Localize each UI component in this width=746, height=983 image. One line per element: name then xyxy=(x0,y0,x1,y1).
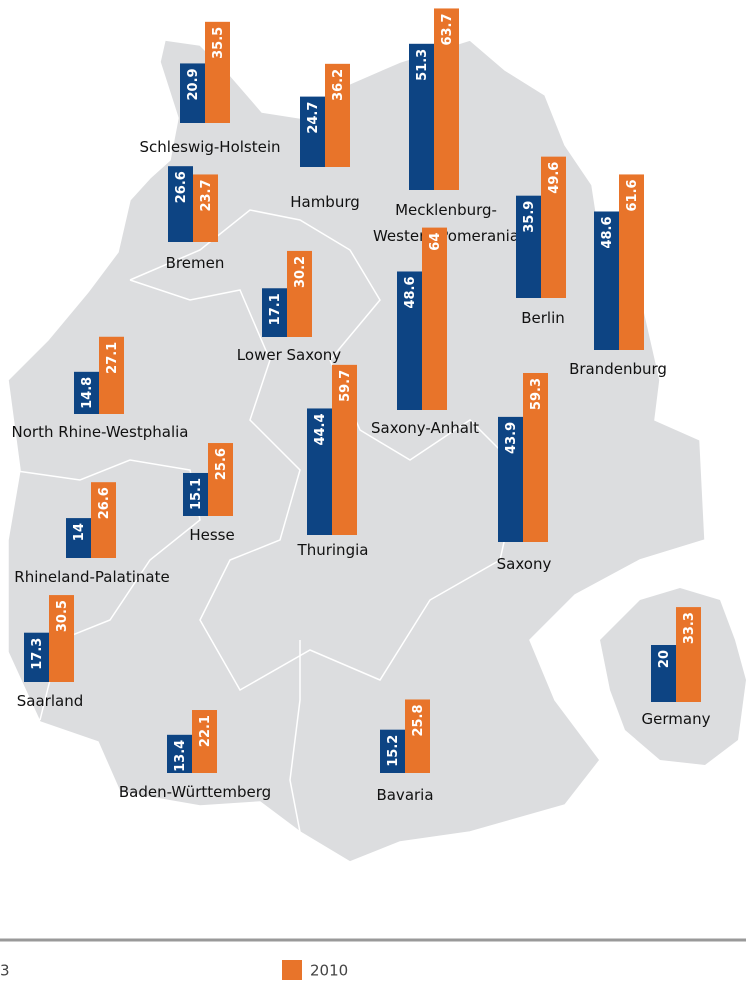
bar xyxy=(168,166,193,242)
bar-value: 26.6 xyxy=(97,487,112,519)
bar xyxy=(300,96,325,167)
bar-value: 35.9 xyxy=(522,201,537,233)
bar-value: 14.8 xyxy=(80,377,95,409)
bar xyxy=(380,729,405,773)
bar-value: 25.6 xyxy=(214,448,229,480)
bar xyxy=(287,250,312,337)
region-label: Brandenburg xyxy=(569,360,667,378)
bar xyxy=(676,607,701,702)
bar xyxy=(651,645,676,702)
region-label: Berlin xyxy=(521,309,565,327)
region-label: Saxony xyxy=(497,555,552,573)
bar xyxy=(99,336,124,414)
bar-value: 20.9 xyxy=(186,68,201,100)
bar xyxy=(516,195,541,298)
bar xyxy=(205,21,230,124)
bar-value: 61.6 xyxy=(625,179,640,211)
region-label: Saarland xyxy=(17,692,83,710)
bar-value: 33.3 xyxy=(682,612,697,644)
bar-value: 15.2 xyxy=(386,735,401,767)
bar-value: 48.6 xyxy=(600,216,615,248)
bar xyxy=(332,364,357,535)
region-label: Bavaria xyxy=(376,786,433,804)
bar-value: 23.7 xyxy=(199,179,214,211)
state-border xyxy=(9,459,201,721)
region-label: North Rhine-Westphalia xyxy=(12,423,189,441)
bar xyxy=(498,416,523,542)
bar-value: 14 xyxy=(72,523,87,541)
bar xyxy=(594,211,619,350)
bar-value: 17.3 xyxy=(30,638,45,670)
bar-value: 24.7 xyxy=(306,102,321,134)
region-label: Hesse xyxy=(189,526,234,544)
bar xyxy=(49,595,74,682)
region-label: Thuringia xyxy=(297,541,369,559)
bar-value: 25.8 xyxy=(411,704,426,736)
bar xyxy=(325,63,350,167)
bar-value: 27.1 xyxy=(105,342,120,374)
bar-value: 35.5 xyxy=(211,27,226,59)
bar xyxy=(262,288,287,337)
bar xyxy=(192,710,217,773)
region-label: Hamburg xyxy=(290,193,360,211)
bar xyxy=(397,271,422,410)
state-border xyxy=(129,209,521,692)
bar xyxy=(180,63,205,123)
bar-value: 26.6 xyxy=(174,171,189,203)
bar-value: 17.1 xyxy=(268,293,283,325)
bar xyxy=(434,8,459,190)
bar xyxy=(208,443,233,516)
bar-value: 13.4 xyxy=(173,740,188,772)
region-label: Schleswig-Holstein xyxy=(139,138,280,156)
bar xyxy=(523,372,548,542)
bar xyxy=(183,472,208,516)
bar xyxy=(307,408,332,535)
region-label: Baden-Württemberg xyxy=(119,783,271,801)
bar xyxy=(74,371,99,414)
bar xyxy=(405,699,430,773)
region-label: Germany xyxy=(642,710,711,728)
bar xyxy=(619,174,644,350)
bar-value: 51.3 xyxy=(415,49,430,81)
state-border xyxy=(289,640,301,833)
bar xyxy=(167,734,192,773)
bar xyxy=(422,227,447,410)
legend: 3 2010 xyxy=(0,960,348,980)
bar xyxy=(91,482,116,558)
legend-label: 2010 xyxy=(310,962,348,980)
bar xyxy=(193,174,218,242)
bar-value: 63.7 xyxy=(440,13,455,45)
bar-value: 59.7 xyxy=(338,370,353,402)
bar-value: 43.9 xyxy=(504,422,519,454)
bar xyxy=(409,43,434,190)
bar-value: 15.1 xyxy=(189,478,204,510)
bar-value: 22.1 xyxy=(198,715,213,747)
bar xyxy=(541,156,566,298)
bar-value: 64 xyxy=(428,233,443,251)
region-label: Saxony-Anhalt xyxy=(371,419,479,437)
bar-value: 44.4 xyxy=(313,413,328,445)
legend-swatch xyxy=(282,960,302,980)
bar xyxy=(66,518,91,558)
region-label: Lower Saxony xyxy=(237,346,342,364)
region-label: Mecklenburg- xyxy=(395,201,497,219)
bar-value: 20 xyxy=(657,650,672,668)
bar-value: 36.2 xyxy=(331,69,346,101)
legend-label: 3 xyxy=(0,962,10,980)
bar-value: 30.2 xyxy=(293,256,308,288)
bar-value: 48.6 xyxy=(403,276,418,308)
bar-value: 59.3 xyxy=(529,378,544,410)
bar-value: 49.6 xyxy=(547,162,562,194)
region-label: Bremen xyxy=(166,254,225,272)
bar-value: 30.5 xyxy=(55,600,70,632)
bar xyxy=(24,632,49,682)
region-label: Rhineland-Palatinate xyxy=(14,568,169,586)
